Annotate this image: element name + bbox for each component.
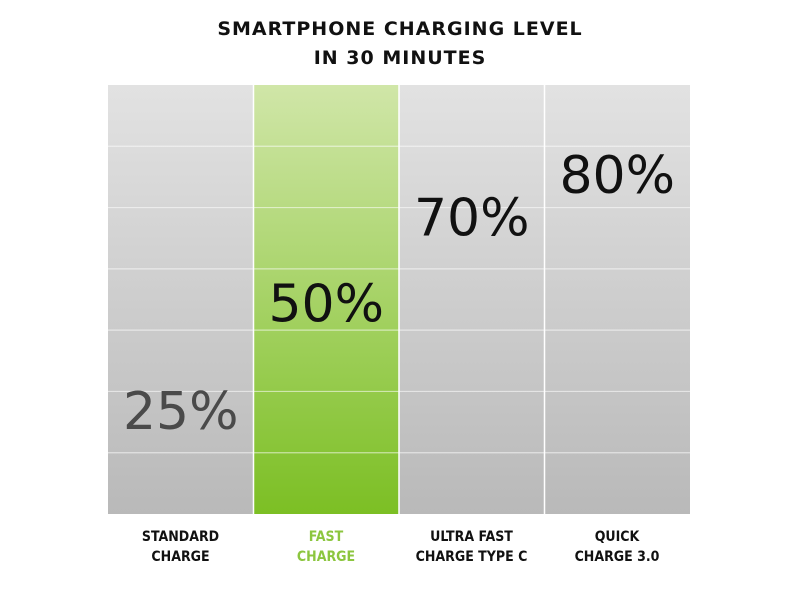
category-label-line: STANDARD bbox=[141, 529, 220, 545]
bar-2 bbox=[399, 214, 545, 514]
bar-0 bbox=[108, 407, 254, 514]
category-label-line: CHARGE bbox=[151, 549, 210, 565]
chart-title-line-2: IN 30 MINUTES bbox=[313, 47, 487, 69]
category-label-2: ULTRA FAST CHARGE TYPE C bbox=[399, 527, 544, 567]
bar-3 bbox=[545, 171, 691, 514]
category-label-line: CHARGE 3.0 bbox=[574, 549, 660, 565]
bar-value-label-1: 50% bbox=[268, 275, 384, 335]
bar-highlight-column bbox=[253, 85, 399, 514]
category-label-line: QUICK bbox=[594, 529, 640, 545]
category-label-1: FAST CHARGE bbox=[254, 527, 399, 567]
category-label-line: ULTRA FAST bbox=[430, 529, 513, 545]
category-label-line: CHARGE bbox=[296, 549, 356, 565]
bar-value-label-2: 70% bbox=[414, 189, 530, 249]
bar-value-label-3: 80% bbox=[559, 146, 675, 206]
bar-1 bbox=[254, 300, 400, 515]
chart-title-line-1: SMARTPHONE CHARGING LEVEL bbox=[217, 18, 583, 40]
bar-value-label-0: 25% bbox=[123, 382, 239, 442]
category-label-3: QUICK CHARGE 3.0 bbox=[545, 527, 690, 567]
category-label-line: FAST bbox=[308, 529, 344, 545]
category-label-0: STANDARD CHARGE bbox=[108, 527, 253, 567]
category-label-line: CHARGE TYPE C bbox=[415, 549, 528, 565]
